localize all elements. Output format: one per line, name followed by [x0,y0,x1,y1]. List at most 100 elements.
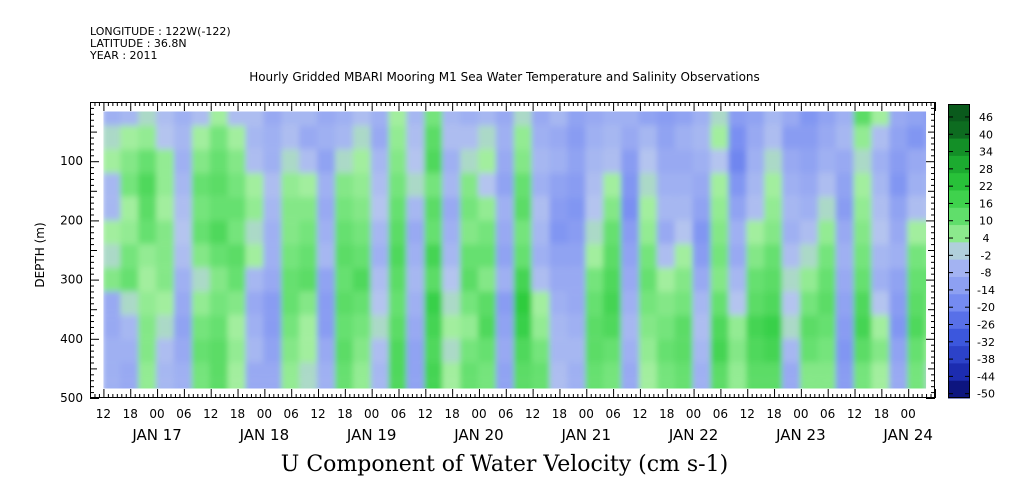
x-tick-label: 12 [525,407,540,421]
field-cell [388,315,409,339]
field-cell [138,149,159,174]
colorbar-swatch [948,363,970,382]
field-cell [567,267,588,292]
field-cell [317,267,337,292]
field-cell [925,111,927,126]
field-cell [263,125,284,150]
field-cell [460,267,480,292]
field-cell [817,362,838,381]
field-cell [191,196,212,221]
colorbar-label: 34 [979,146,993,159]
field-cell [299,380,320,389]
field-cell [781,125,802,150]
field-cell [138,220,159,245]
field-cell [173,125,194,150]
field-cell [173,173,194,197]
field-cell [424,244,445,268]
field-cell [263,220,284,245]
field-cell [746,362,767,381]
field-cell [531,125,552,150]
field-cell [585,267,606,292]
field-cell [495,338,516,363]
field-cell [835,315,856,339]
x-tick-label: 12 [847,407,862,421]
x-tick-label: 00 [257,407,272,421]
colorbar-swatch [948,346,970,364]
field-cell [549,267,570,292]
field-cell [871,362,892,381]
colorbar-swatch [948,173,970,191]
field-cell [173,111,194,126]
field-cell [406,196,427,221]
field-cell [567,244,588,268]
x-tick-label: 18 [337,407,352,421]
field-cell [710,338,731,363]
field-cell [746,196,767,221]
field-cell [156,173,176,197]
field-cell [156,315,176,339]
field-cell [585,125,606,150]
field-cell [817,244,838,268]
field-cell [656,125,677,150]
field-cell [424,125,445,150]
field-cell [388,125,409,150]
field-cell [549,380,570,389]
field-cell [495,362,516,381]
colorbar-swatch [948,259,970,278]
field-cell [925,380,927,389]
field-cell [281,380,302,389]
field-cell [907,244,927,268]
field-cell [103,173,123,197]
field-cell [209,220,230,245]
field-cell [495,149,516,174]
field-cell [674,220,695,245]
field-cell [460,380,480,389]
field-cell [567,196,588,221]
field-cell [352,362,373,381]
field-cell [871,196,892,221]
field-cell [889,125,910,150]
field-cell [120,291,141,316]
field-cell [728,125,749,150]
field-cell [585,244,606,268]
field-cell [317,220,337,245]
field-cell [531,220,552,245]
field-cell [585,196,606,221]
field-cell [191,125,212,150]
field-cell [406,315,427,339]
field-cell [299,220,320,245]
field-cell [334,149,355,174]
field-cell [460,338,480,363]
field-cell [764,125,784,150]
field-cell [585,380,606,389]
field-cell [477,220,498,245]
field-cell [334,267,355,292]
field-cell [567,173,588,197]
field-cell [245,291,266,316]
field-cell [388,244,409,268]
field-cell [120,149,141,174]
field-cell [370,315,391,339]
field-cell [692,220,713,245]
y-tick-label: 200 [60,213,83,227]
field-cell [388,291,409,316]
field-cell [424,111,445,126]
field-cell [531,380,552,389]
field-cell [817,111,838,126]
field-cell [603,125,624,150]
field-cell [889,338,910,363]
field-cell [585,220,606,245]
field-cell [817,220,838,245]
x-tick-label: 18 [123,407,138,421]
field-cell [495,244,516,268]
field-cell [245,220,266,245]
field-cell [531,149,552,174]
field-cell [138,380,159,389]
field-cell [460,125,480,150]
field-cell [209,338,230,363]
field-cell [424,267,445,292]
field-cell [835,362,856,381]
field-cell [103,149,123,174]
field-cell [173,149,194,174]
field-cell [156,380,176,389]
